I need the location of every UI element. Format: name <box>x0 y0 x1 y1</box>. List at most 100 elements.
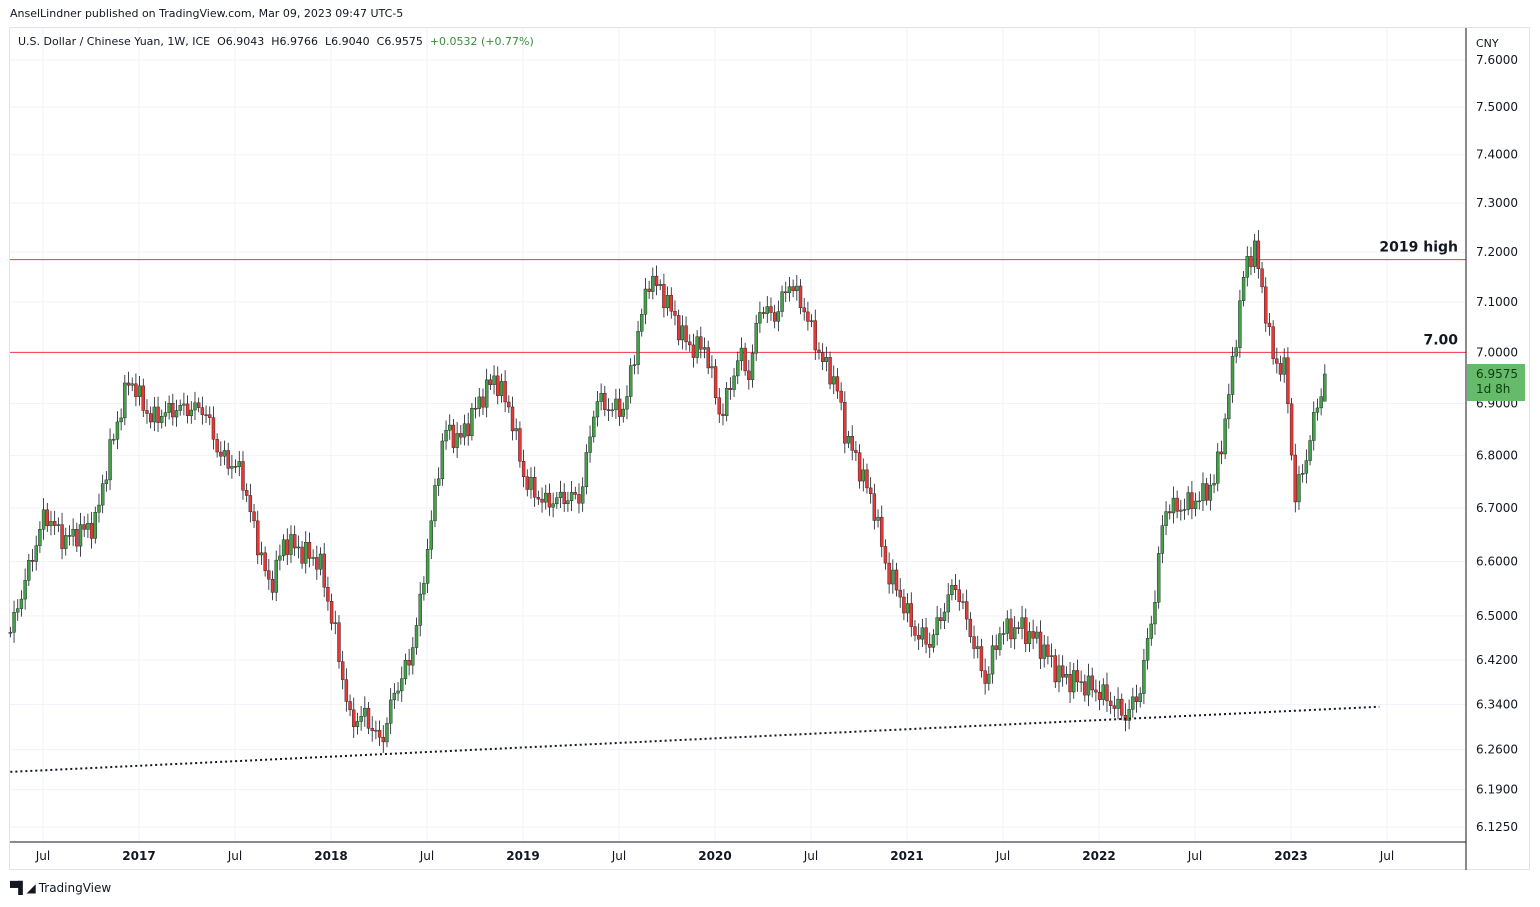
candle-body-down <box>1249 256 1253 267</box>
candle <box>684 316 688 351</box>
candle-body-up <box>946 594 950 613</box>
candle-body-up <box>544 492 548 503</box>
candle-body-down <box>909 603 913 627</box>
price-tick-label: 6.8000 <box>1476 448 1518 462</box>
candle-body-down <box>898 589 902 598</box>
candle-body-up <box>108 439 112 481</box>
candle <box>1024 608 1028 653</box>
candle-body-up <box>787 286 792 294</box>
tradingview-footer[interactable]: ▀▌◢ TradingView <box>10 881 111 895</box>
candle-body-up <box>765 306 769 314</box>
candle-body-up <box>388 699 393 724</box>
candle <box>835 368 840 399</box>
candle-body-down <box>292 534 297 549</box>
candle-body-up <box>41 509 46 530</box>
candle <box>1260 261 1264 294</box>
candle-body-up <box>736 360 740 377</box>
candle-body-up <box>462 423 467 438</box>
candle <box>1060 655 1065 687</box>
candle <box>784 281 788 302</box>
candle <box>1149 615 1153 646</box>
candle-body-up <box>942 611 947 622</box>
candle <box>968 612 973 643</box>
candle-body-down <box>924 627 928 645</box>
time-axis[interactable]: Jul 2017 Jul 2018 Jul 2019 Jul 2020 Jul 2021 Jul 20… <box>35 849 1394 863</box>
candle-body-down <box>1275 358 1279 364</box>
candle <box>56 517 61 533</box>
candle-body-up <box>1049 655 1054 657</box>
candle <box>806 301 810 331</box>
candle <box>828 351 832 390</box>
candle-body-down <box>1267 322 1272 327</box>
candle <box>200 396 205 425</box>
candle <box>499 373 504 403</box>
candle <box>665 286 670 316</box>
candle-body-down <box>1075 670 1080 683</box>
candle <box>49 510 53 536</box>
candle-body-down <box>813 320 817 351</box>
candle-body-down <box>902 596 906 614</box>
candle <box>1160 515 1165 564</box>
candle <box>651 267 655 300</box>
candle-body-down <box>1219 451 1224 455</box>
candle-body-down <box>1175 497 1179 512</box>
candle-body-down <box>226 450 230 469</box>
candle <box>16 599 20 621</box>
candle-body-up <box>558 491 563 498</box>
candle <box>1086 663 1091 707</box>
candle <box>208 406 212 426</box>
candle <box>555 492 559 509</box>
candle <box>1138 687 1142 708</box>
candle <box>1042 635 1046 668</box>
price-axis[interactable]: 7.6000 7.5000 7.4000 7.3000 7.2000 7.1000 7.00… <box>1476 53 1518 834</box>
last-price: 6.9575 <box>1476 367 1518 381</box>
candle-body-down <box>953 585 958 590</box>
candle-body-down <box>928 644 932 648</box>
candle <box>1252 233 1257 273</box>
candle-body-up <box>23 580 27 600</box>
candle <box>861 458 865 492</box>
candle-body-up <box>846 436 851 444</box>
candle <box>662 273 666 318</box>
candle-body-down <box>1046 644 1050 657</box>
candle <box>610 402 614 418</box>
candle <box>1094 679 1098 702</box>
candle-body-up <box>1145 638 1150 661</box>
candle-body-up <box>739 347 744 361</box>
candle <box>935 605 939 646</box>
candle <box>145 399 149 424</box>
candle-body-down <box>868 487 873 495</box>
candle <box>459 424 463 445</box>
candle-body-up <box>780 291 784 312</box>
candle-body-down <box>1204 483 1209 501</box>
candle-body-down <box>669 295 673 312</box>
candle-body-up <box>1142 660 1146 694</box>
candle <box>839 382 843 411</box>
candle-body-down <box>1024 617 1028 644</box>
candle-body-up <box>392 692 397 701</box>
tradingview-logo-icon: ▀▌◢ <box>10 881 36 895</box>
candle <box>407 648 411 676</box>
candle <box>292 525 297 557</box>
candle <box>451 419 456 454</box>
candle-body-down <box>721 413 725 416</box>
candle <box>898 578 902 608</box>
candle-body-up <box>64 535 68 549</box>
candle <box>1001 621 1006 645</box>
candle-body-down <box>913 626 917 636</box>
candle-body-down <box>968 618 973 637</box>
candle <box>115 411 120 450</box>
candle <box>529 467 533 499</box>
trendline <box>10 705 1380 773</box>
candle <box>920 618 925 648</box>
candle-body-up <box>1042 644 1046 659</box>
candle-body-up <box>174 410 179 418</box>
candle <box>566 491 570 512</box>
candle-body-up <box>1057 665 1061 683</box>
candle-body-down <box>979 646 984 671</box>
candle-body-up <box>987 673 991 684</box>
candle-body-down <box>322 553 326 588</box>
candle <box>713 359 718 405</box>
candle <box>119 408 123 431</box>
